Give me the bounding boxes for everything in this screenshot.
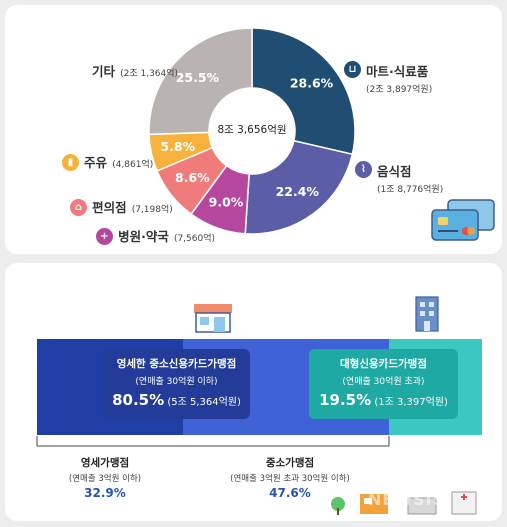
store-icon: ⌂: [70, 199, 87, 216]
legend-other-name: 기타: [92, 64, 116, 79]
legend-hospital: + 병원·약국 (7,560억): [96, 226, 215, 245]
legend-fuel-amount: (4,861억): [112, 160, 154, 170]
cross-icon: +: [96, 228, 113, 245]
box-sme-merchants: 영세한 중소신용카드가맹점 (연매출 30억원 이하) 80.5% (5조 5,…: [103, 349, 250, 419]
legend-mart-amount: (2조 3,897억원): [366, 85, 433, 95]
small-merchant-note: (연매출 3억원 초과 30억원 이하): [230, 474, 350, 484]
box-sme-title: 영세한 중소신용카드가맹점: [116, 358, 237, 370]
box-sme-pct: 80.5%: [112, 391, 165, 409]
legend-hospital-name: 병원·약국: [118, 229, 169, 244]
box-sme-note: (연매출 30억원 이하): [135, 377, 218, 387]
box-large-title: 대형신용카드가맹점: [340, 358, 427, 370]
legend-food-name: 음식점: [377, 164, 412, 179]
legend-mart-name: 마트·식료품: [366, 64, 429, 79]
donut-slice-label-5: 25.5%: [176, 70, 220, 85]
micro-merchant-pct: 32.9%: [84, 486, 126, 500]
basket-icon: ⊔: [344, 61, 361, 78]
box-large-merchants: 대형신용카드가맹점 (연매출 30억원 초과) 19.5% (1조 3,397억…: [309, 349, 458, 419]
donut-slice-0: [251, 27, 356, 156]
small-merchant-pct: 47.6%: [269, 486, 311, 500]
legend-other-amount: (2조 1,364억): [120, 69, 179, 79]
store-icons-illustration: [331, 491, 477, 515]
donut-slice-label-4: 5.8%: [160, 139, 195, 154]
box-sme-amount: (5조 5,364억원): [167, 397, 241, 408]
credit-card-icon: [431, 199, 495, 241]
legend-convenience-name: 편의점: [92, 200, 127, 215]
donut-slice-label-1: 22.4%: [276, 184, 320, 199]
legend-convenience: ⌂ 편의점 (7,198억): [70, 197, 173, 216]
fuel-icon: ▮: [62, 154, 79, 171]
donut-center-label: 8조 3,656억원: [217, 124, 286, 136]
legend-food-amount: (1조 8,776억원): [377, 185, 444, 195]
box-large-note: (연매출 30억원 초과): [342, 377, 425, 387]
legend-fuel: ▮ 주유 (4,861억): [62, 152, 153, 171]
legend-hospital-amount: (7,560억): [173, 234, 216, 244]
donut-slice-label-3: 8.6%: [175, 170, 210, 185]
utensils-icon: ⌇: [355, 161, 372, 178]
legend-convenience-amount: (7,198억): [131, 205, 173, 215]
donut-chart: 28.6% 22.4% 9.0% 8.6% 5.8% 25.5% 8조 3,656억원: [148, 27, 356, 235]
small-merchant-title: 중소가맹점: [265, 457, 315, 469]
store-icon: [194, 304, 232, 333]
donut-slice-label-2: 9.0%: [209, 194, 244, 209]
micro-merchant-note: (연매출 3억원 이하): [68, 474, 142, 484]
building-icon: [415, 296, 439, 332]
donut-slice-label-0: 28.6%: [290, 76, 334, 91]
box-large-pct: 19.5%: [319, 391, 372, 409]
donut-slice-1: [244, 139, 354, 235]
donut-slice-5: [148, 27, 253, 136]
legend-fuel-name: 주유: [84, 155, 108, 170]
box-large-amount: (1조 3,397억원): [374, 397, 448, 408]
micro-merchant-title: 영세가맹점: [80, 457, 130, 469]
watermark: NEWSIS: [368, 490, 445, 509]
legend-other: 기타 (2조 1,364억): [92, 61, 178, 80]
